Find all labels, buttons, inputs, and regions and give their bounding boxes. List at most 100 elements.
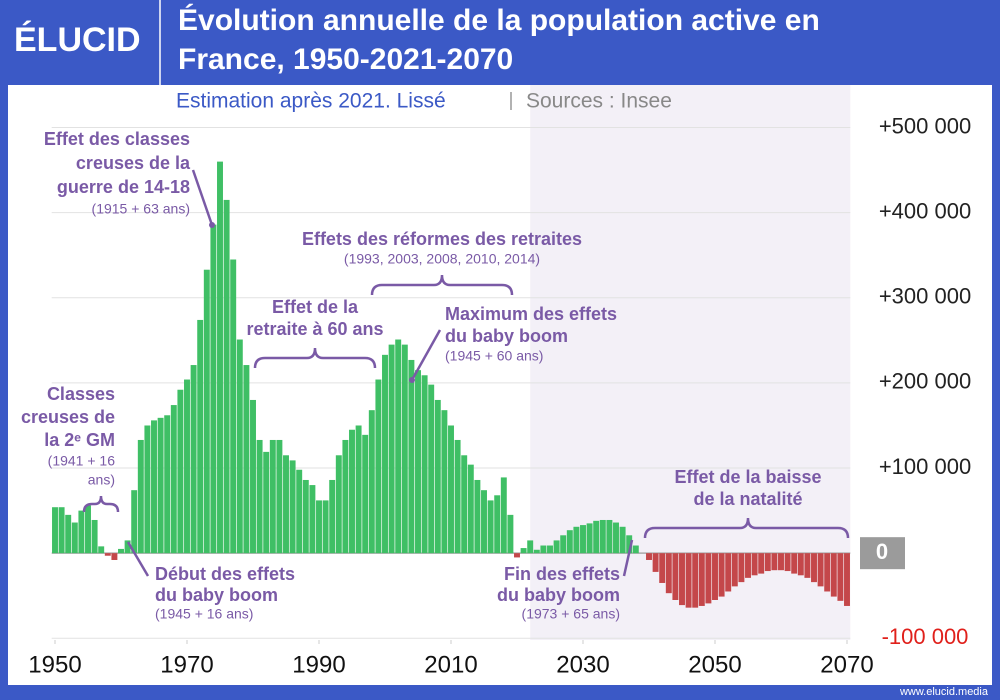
footer: www.elucid.media bbox=[899, 686, 989, 698]
annotation-note: (1993, 2003, 2008, 2010, 2014) bbox=[344, 251, 540, 267]
bar bbox=[593, 520, 600, 554]
bar bbox=[494, 495, 501, 554]
bar bbox=[652, 553, 659, 572]
x-tick-label: 1950 bbox=[28, 651, 81, 678]
bar bbox=[78, 510, 85, 554]
bar bbox=[705, 553, 712, 604]
bar bbox=[263, 451, 270, 554]
bar bbox=[190, 365, 197, 554]
bar bbox=[368, 410, 375, 554]
bar bbox=[738, 553, 745, 583]
bar bbox=[302, 479, 309, 554]
bar bbox=[547, 545, 553, 554]
bar bbox=[454, 439, 461, 554]
bar bbox=[665, 553, 672, 594]
bar bbox=[553, 540, 560, 554]
leader bbox=[410, 329, 442, 381]
bar bbox=[329, 479, 336, 554]
bar bbox=[540, 545, 547, 554]
decorations bbox=[82, 169, 850, 577]
annotation: Fin des effets bbox=[504, 564, 620, 584]
bar bbox=[230, 259, 237, 554]
bar bbox=[830, 553, 837, 597]
y-tick-label: 0 bbox=[876, 539, 888, 564]
bar bbox=[586, 523, 593, 554]
bar bbox=[804, 553, 811, 578]
bar bbox=[646, 553, 652, 560]
brace bbox=[82, 495, 120, 513]
bar bbox=[137, 439, 144, 554]
bar bbox=[441, 410, 448, 554]
subtitle: Estimation après 2021. Lissé bbox=[176, 90, 446, 113]
bar bbox=[467, 464, 474, 554]
bar bbox=[118, 548, 124, 554]
plot: -100 000 0 +100 000 +200 000 +300 000 +400 00… bbox=[28, 85, 971, 678]
annotation: de la natalité bbox=[693, 489, 802, 509]
bar bbox=[276, 439, 283, 554]
bar bbox=[355, 425, 362, 554]
bar bbox=[184, 379, 190, 554]
bar bbox=[474, 479, 481, 554]
bar bbox=[415, 370, 421, 554]
x-tick-label: 1970 bbox=[160, 651, 213, 678]
bar bbox=[316, 500, 322, 554]
bar bbox=[751, 553, 758, 576]
x-tick-label: 2050 bbox=[688, 651, 741, 678]
bar bbox=[817, 553, 824, 587]
bar bbox=[236, 339, 243, 554]
bar bbox=[197, 319, 204, 554]
bar bbox=[626, 535, 633, 554]
bar bbox=[811, 553, 817, 583]
bar bbox=[362, 434, 369, 554]
annotation: Maximum des effets bbox=[445, 304, 617, 324]
annotation-note: (1973 + 65 ans) bbox=[522, 606, 620, 622]
x-tick-label: 2010 bbox=[424, 651, 477, 678]
bar bbox=[210, 224, 217, 554]
annotation-note: (1945 + 16 ans) bbox=[155, 606, 253, 622]
leader-dot bbox=[409, 377, 415, 383]
brace bbox=[643, 517, 850, 539]
annotation-note: (1915 + 63 ans) bbox=[92, 201, 190, 217]
leader bbox=[191, 169, 214, 226]
bar bbox=[342, 439, 349, 554]
annotation: retraite à 60 ans bbox=[246, 319, 383, 339]
bar bbox=[177, 389, 184, 554]
bar bbox=[500, 477, 507, 554]
bar bbox=[217, 161, 223, 554]
bar bbox=[837, 553, 844, 601]
bar bbox=[223, 199, 230, 554]
annotation: du baby boom bbox=[155, 585, 278, 605]
bar bbox=[269, 439, 276, 554]
bar bbox=[824, 553, 831, 592]
bar bbox=[144, 425, 151, 554]
bar bbox=[283, 455, 289, 554]
bar bbox=[791, 553, 798, 574]
bar bbox=[659, 553, 666, 583]
bar bbox=[91, 519, 98, 554]
bar bbox=[784, 553, 791, 572]
bar bbox=[124, 540, 131, 554]
bar bbox=[375, 379, 382, 554]
annotation: du baby boom bbox=[445, 326, 568, 346]
bar bbox=[487, 500, 494, 554]
bar bbox=[599, 519, 606, 554]
bar bbox=[745, 553, 751, 578]
bar bbox=[685, 553, 692, 608]
bar bbox=[52, 507, 58, 554]
annotation-note: (1945 + 60 ans) bbox=[445, 348, 543, 364]
bar bbox=[349, 429, 355, 554]
bar bbox=[606, 519, 613, 554]
bar bbox=[632, 545, 639, 554]
bar bbox=[520, 548, 527, 554]
annotation-note: ans) bbox=[88, 472, 115, 488]
bar bbox=[560, 535, 567, 554]
bar bbox=[58, 507, 65, 554]
bar bbox=[203, 269, 210, 554]
bar bbox=[408, 359, 415, 554]
y-tick-label: +400 000 bbox=[879, 198, 971, 223]
bar bbox=[580, 525, 586, 554]
y-tick-label: -100 000 bbox=[882, 624, 969, 649]
leader bbox=[126, 541, 150, 577]
zero-box bbox=[860, 537, 905, 570]
